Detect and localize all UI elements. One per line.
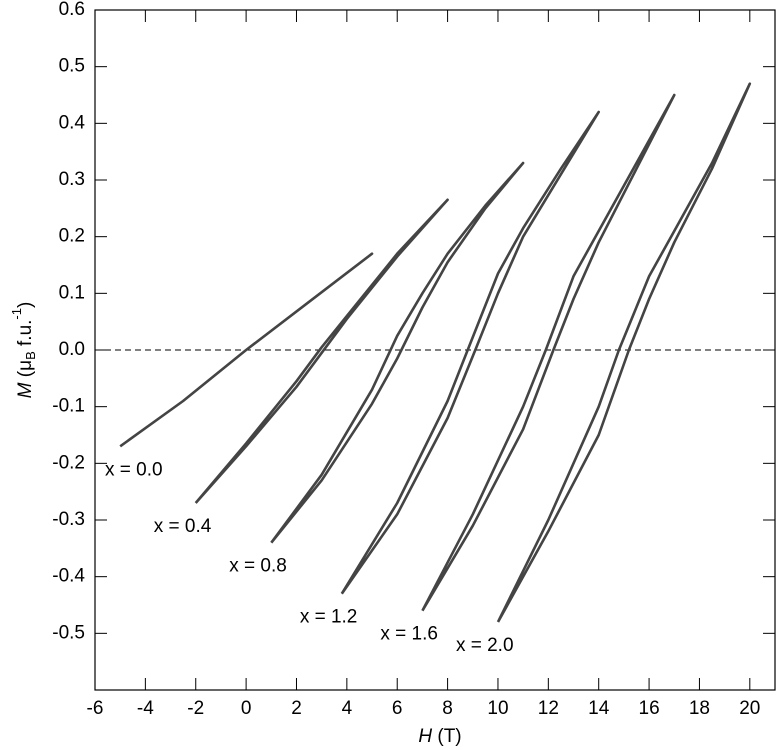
x-tick-label: 12: [538, 698, 559, 719]
y-tick-label: 0.4: [59, 112, 86, 133]
y-tick-label: -0.1: [52, 396, 85, 417]
x-tick-label: 10: [487, 698, 508, 719]
y-tick-label: 0.3: [59, 169, 85, 190]
x-tick-label: 18: [689, 698, 710, 719]
x-tick-label: -6: [87, 698, 104, 719]
x-tick-label: -4: [137, 698, 154, 719]
x-tick-label: 14: [588, 698, 610, 719]
y-label-part: f.u.: [15, 320, 36, 352]
data-line: [270, 161, 525, 544]
y-tick-label: -0.4: [52, 566, 85, 587]
y-tick-label: -0.5: [52, 622, 85, 643]
data-line: [421, 93, 676, 612]
y-label-symbol: M: [15, 382, 36, 398]
series-label: x = 1.2: [300, 607, 358, 628]
y-label-part: (μ: [15, 360, 36, 383]
series-label: x = 0.8: [229, 556, 287, 577]
data-line: [119, 252, 374, 448]
x-tick-label: 20: [739, 698, 760, 719]
x-tick-label: 6: [392, 698, 403, 719]
y-axis-label: M (μB f.u.-1): [9, 302, 38, 399]
y-label-sup: -1: [9, 308, 24, 320]
series-label: x = 1.6: [380, 624, 438, 645]
x-tick-label: 16: [639, 698, 660, 719]
x-label-unit: (T): [432, 726, 462, 747]
series-label: x = 0.0: [105, 459, 163, 480]
y-tick-label: 0.0: [59, 339, 85, 360]
x-tick-label: 2: [291, 698, 302, 719]
data-line: [194, 198, 449, 504]
y-tick-label: 0.5: [59, 56, 85, 77]
x-tick-label: -2: [187, 698, 204, 719]
series-label: x = 2.0: [456, 635, 514, 656]
y-label-sub: B: [23, 351, 38, 360]
data-line: [340, 110, 600, 595]
x-tick-label: 0: [241, 698, 252, 719]
y-tick-label: -0.3: [52, 509, 85, 530]
y-tick-label: 0.1: [59, 282, 85, 303]
x-tick-label: 8: [442, 698, 453, 719]
data-line: [496, 82, 752, 623]
y-tick-label: -0.2: [52, 452, 85, 473]
y-tick-label: 0.6: [59, 0, 85, 20]
x-label-symbol: H: [418, 726, 432, 747]
series-label: x = 0.4: [154, 516, 212, 537]
x-axis-label: H (T): [418, 726, 461, 747]
x-tick-label: 4: [342, 698, 353, 719]
y-label-part: ): [15, 302, 36, 308]
y-tick-label: 0.2: [59, 226, 85, 247]
